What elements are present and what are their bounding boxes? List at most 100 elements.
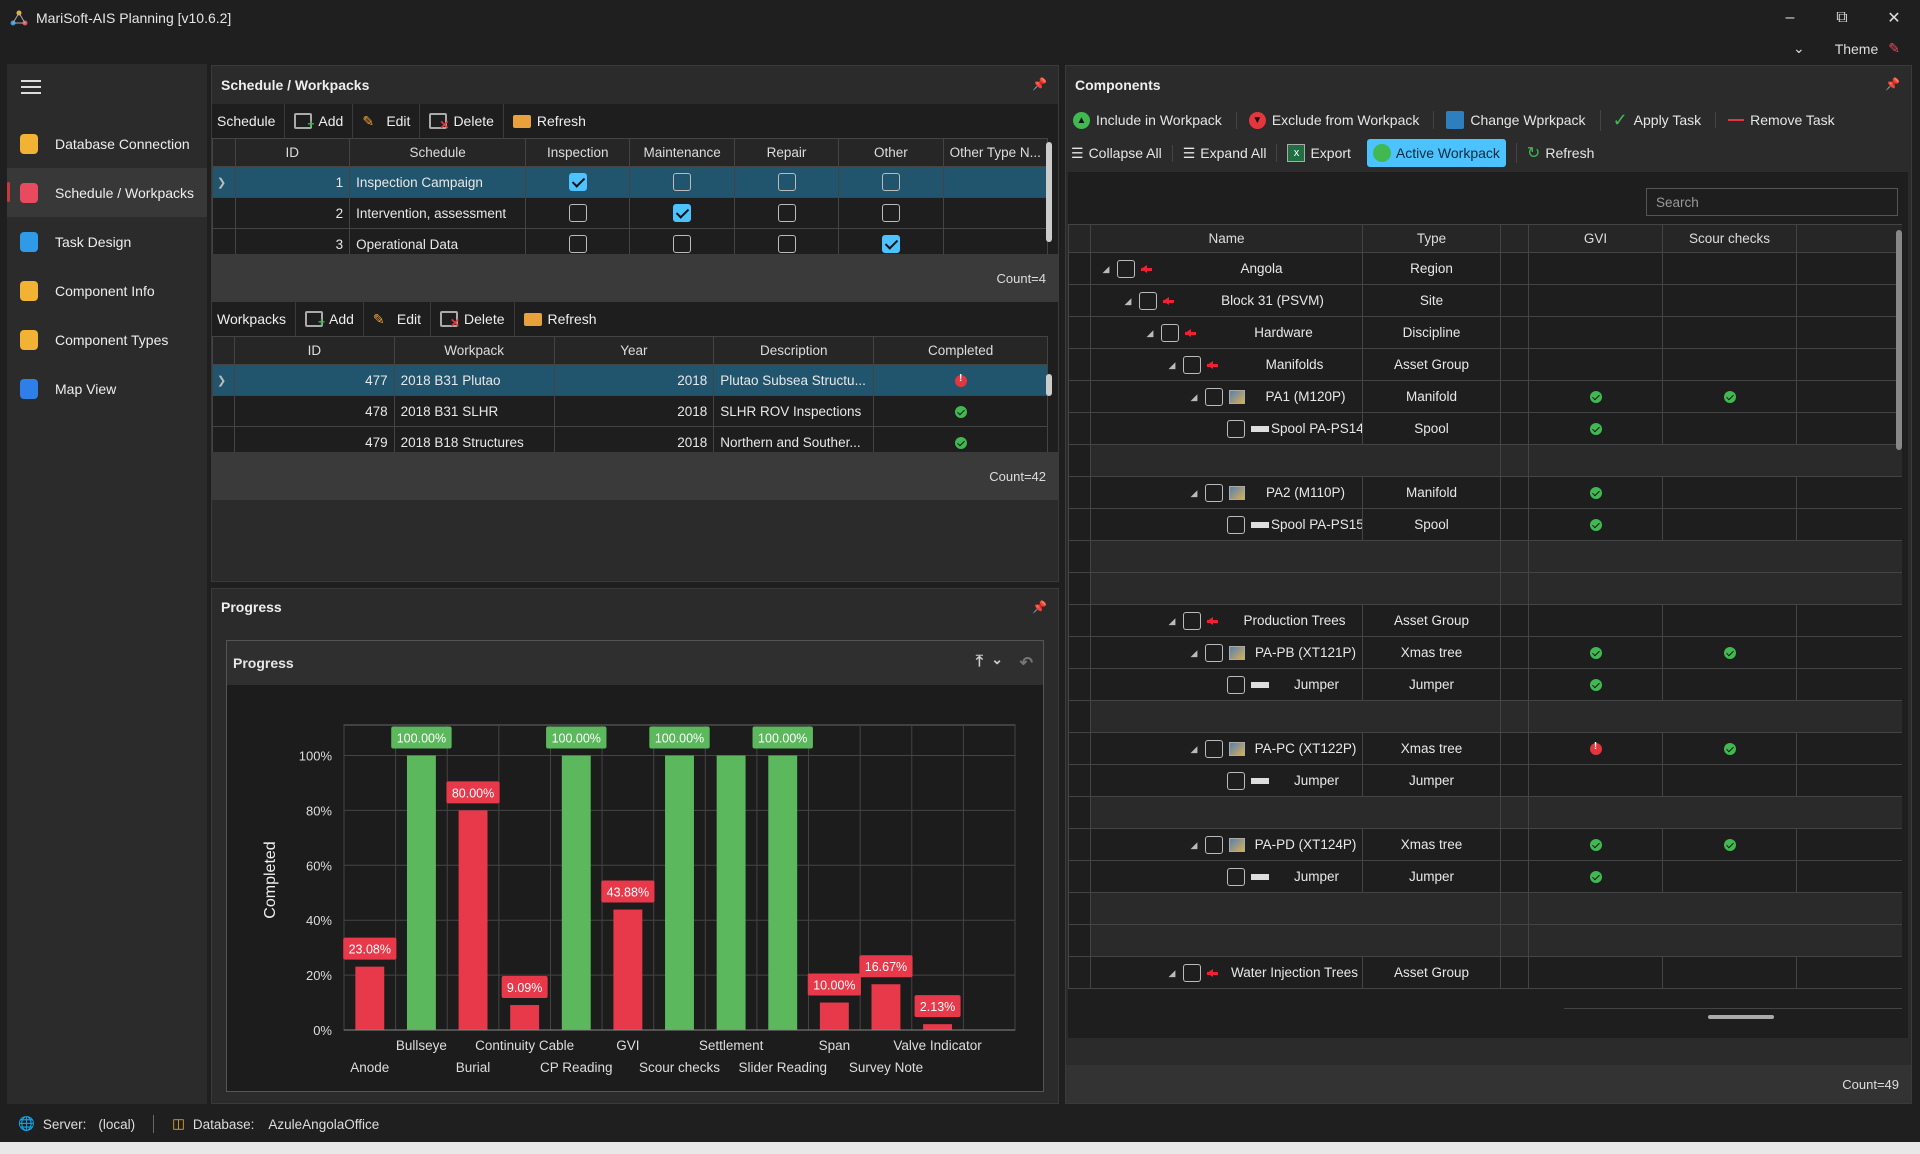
column-header[interactable]: Other <box>838 138 944 167</box>
column-header[interactable]: Inspection <box>525 138 631 167</box>
change-workpack-button[interactable]: Change Wprkpack <box>1433 111 1586 129</box>
maintenance-cell[interactable] <box>629 166 735 198</box>
tree-checkbox[interactable] <box>1227 675 1245 694</box>
tree-checkbox[interactable] <box>1183 611 1201 630</box>
components-search-input[interactable]: Search <box>1646 188 1898 216</box>
row-indicator[interactable]: ❯ <box>212 364 235 396</box>
column-header[interactable]: Other Type N... <box>942 138 1049 167</box>
inspection-cell[interactable] <box>525 228 631 254</box>
tree-row[interactable]: ◢ Angola Region <box>1068 252 1902 285</box>
column-header[interactable]: ID <box>233 336 395 365</box>
tree-name-cell[interactable]: ◢ Angola <box>1090 252 1363 285</box>
nav-item-database-connection[interactable]: Database Connection <box>7 119 207 168</box>
column-header[interactable]: Scour checks <box>1662 224 1797 253</box>
tree-checkbox[interactable] <box>1227 867 1245 886</box>
tree-row[interactable]: ◢ PA2 (M110P) Manifold <box>1068 476 1902 509</box>
tree-name-cell[interactable]: Jumper <box>1090 860 1363 893</box>
maintenance-cell[interactable] <box>629 228 735 254</box>
row-indicator[interactable] <box>212 395 235 427</box>
schedule-refresh-button[interactable]: Refresh <box>502 104 595 138</box>
row-indicator[interactable] <box>1068 604 1091 637</box>
undo-icon[interactable]: ↶ <box>1019 655 1033 672</box>
tree-checkbox[interactable] <box>1139 291 1157 310</box>
row-indicator[interactable] <box>1068 956 1091 989</box>
tree-checkbox[interactable] <box>1227 771 1245 790</box>
maintenance-checkbox[interactable] <box>673 204 692 222</box>
tree-row[interactable]: ◢ Hardware Discipline <box>1068 316 1902 349</box>
inspection-checkbox[interactable] <box>568 235 587 253</box>
nav-item-task-design[interactable]: Task Design <box>7 217 207 266</box>
tree-row[interactable]: Spool PA-PS15 Spool <box>1068 508 1902 541</box>
tree-name-cell[interactable]: ◢ PA-PD (XT124P) <box>1090 828 1363 861</box>
pin-icon[interactable]: 📌 <box>1885 77 1900 91</box>
expand-triangle-icon[interactable]: ◢ <box>1124 296 1132 307</box>
tree-row[interactable]: ◢ Block 31 (PSVM) Site <box>1068 284 1902 317</box>
tree-name-cell[interactable]: Jumper <box>1090 668 1363 701</box>
row-indicator[interactable] <box>1068 316 1091 349</box>
row-indicator[interactable] <box>1068 636 1091 669</box>
include-in-workpack-button[interactable]: ▲ Include in Workpack <box>1073 111 1222 129</box>
repair-cell[interactable] <box>733 197 840 229</box>
workpack-add-button[interactable]: + Add <box>294 302 363 336</box>
workpack-delete-button[interactable]: ✕ Delete <box>430 302 513 336</box>
row-indicator[interactable] <box>212 426 235 452</box>
column-header[interactable]: GVI <box>1528 224 1663 253</box>
tree-checkbox[interactable] <box>1183 355 1201 374</box>
tree-checkbox[interactable] <box>1205 483 1223 502</box>
tree-checkbox[interactable] <box>1183 963 1201 982</box>
table-row[interactable]: ❯ 1 Inspection Campaign <box>212 166 1049 198</box>
schedule-delete-button[interactable]: ✕ Delete <box>419 104 502 138</box>
restore-button[interactable]: ⧉ <box>1836 9 1848 26</box>
column-header[interactable]: Year <box>553 336 715 365</box>
maintenance-checkbox[interactable] <box>673 173 692 191</box>
nav-item-schedule-workpacks[interactable]: Schedule / Workpacks <box>7 168 207 217</box>
row-indicator[interactable]: ❯ <box>212 166 236 198</box>
maintenance-checkbox[interactable] <box>673 235 692 253</box>
repair-cell[interactable] <box>733 166 840 198</box>
schedule-edit-button[interactable]: ✎ Edit <box>352 104 419 138</box>
tree-row[interactable]: Spool PA-PS14 Spool <box>1068 412 1902 445</box>
schedule-scrollbar[interactable] <box>1046 142 1052 242</box>
close-button[interactable]: ✕ <box>1887 10 1901 27</box>
tree-row[interactable]: ◢ Water Injection Trees Asset Group <box>1068 956 1902 989</box>
tree-row[interactable]: Jumper Jumper <box>1068 860 1902 893</box>
row-indicator[interactable] <box>1068 828 1091 861</box>
tree-checkbox[interactable] <box>1227 419 1245 438</box>
nav-item-component-types[interactable]: Component Types <box>7 315 207 364</box>
row-indicator[interactable] <box>1068 668 1091 701</box>
remove-task-button[interactable]: Remove Task <box>1715 112 1835 128</box>
row-indicator[interactable] <box>1068 732 1091 765</box>
column-header[interactable]: Repair <box>733 138 840 167</box>
theme-label[interactable]: Theme <box>1834 40 1879 57</box>
maintenance-cell[interactable] <box>629 197 735 229</box>
tree-checkbox[interactable] <box>1205 387 1223 406</box>
expand-triangle-icon[interactable]: ◢ <box>1190 392 1198 403</box>
column-header[interactable]: Name <box>1090 224 1363 253</box>
tree-checkbox[interactable] <box>1227 515 1245 534</box>
column-header[interactable]: Description <box>713 336 875 365</box>
tree-name-cell[interactable]: ◢ Block 31 (PSVM) <box>1090 284 1363 317</box>
apply-task-button[interactable]: ✓ Apply Task <box>1599 109 1701 131</box>
row-indicator[interactable] <box>1068 380 1091 413</box>
pin-icon[interactable]: 📌 <box>1032 77 1047 91</box>
tree-checkbox[interactable] <box>1161 323 1179 342</box>
active-workpack-button[interactable]: Active Workpack <box>1366 139 1506 167</box>
expand-triangle-icon[interactable]: ◢ <box>1102 264 1110 275</box>
tree-name-cell[interactable]: ◢ PA-PB (XT121P) <box>1090 636 1363 669</box>
expand-triangle-icon[interactable]: ◢ <box>1190 648 1198 659</box>
column-header[interactable]: Schedule <box>349 138 527 167</box>
row-indicator[interactable] <box>1068 348 1091 381</box>
row-indicator[interactable] <box>212 228 236 254</box>
tree-checkbox[interactable] <box>1205 739 1223 758</box>
collapse-all-button[interactable]: ☰ Collapse All <box>1071 145 1162 162</box>
tree-name-cell[interactable]: ◢ Water Injection Trees <box>1090 956 1363 989</box>
other-checkbox[interactable] <box>881 173 900 191</box>
expand-triangle-icon[interactable]: ◢ <box>1168 360 1176 371</box>
nav-item-map-view[interactable]: Map View <box>7 364 207 413</box>
row-indicator[interactable] <box>1068 764 1091 797</box>
components-refresh-button[interactable]: ↻ Refresh <box>1515 143 1594 163</box>
table-row[interactable]: 2 Intervention, assessment <box>212 197 1049 229</box>
row-indicator[interactable] <box>1068 284 1091 317</box>
expand-triangle-icon[interactable]: ◢ <box>1190 744 1198 755</box>
repair-checkbox[interactable] <box>777 173 796 191</box>
